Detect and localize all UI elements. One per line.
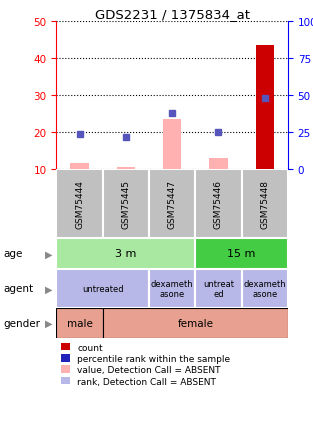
Bar	[56, 308, 103, 339]
Bar	[209, 158, 228, 169]
Bar	[163, 119, 182, 169]
Bar	[103, 169, 149, 239]
Text: dexameth
asone: dexameth asone	[151, 279, 193, 298]
Text: female: female	[177, 319, 213, 328]
Bar	[195, 169, 242, 239]
Bar	[70, 164, 89, 169]
Bar	[242, 269, 288, 308]
Text: agent: agent	[3, 284, 33, 293]
Text: ▶: ▶	[45, 319, 52, 328]
Text: age: age	[3, 249, 23, 259]
Text: untreated: untreated	[82, 284, 123, 293]
Legend: count, percentile rank within the sample, value, Detection Call = ABSENT, rank, : count, percentile rank within the sample…	[61, 343, 230, 386]
Text: GSM75447: GSM75447	[168, 180, 177, 228]
Title: GDS2231 / 1375834_at: GDS2231 / 1375834_at	[95, 7, 250, 20]
Bar	[56, 239, 195, 269]
Bar	[103, 308, 288, 339]
Bar	[195, 239, 288, 269]
Bar	[195, 269, 242, 308]
Bar	[116, 168, 135, 169]
Text: GSM75446: GSM75446	[214, 180, 223, 228]
Text: untreat
ed: untreat ed	[203, 279, 234, 298]
Text: GSM75448: GSM75448	[260, 180, 269, 228]
Bar	[56, 269, 149, 308]
Bar	[149, 269, 195, 308]
Text: ▶: ▶	[45, 284, 52, 293]
Text: 3 m: 3 m	[115, 249, 136, 259]
Bar	[56, 169, 103, 239]
Text: GSM75444: GSM75444	[75, 180, 84, 228]
Text: GSM75445: GSM75445	[121, 180, 130, 228]
Bar	[255, 46, 274, 169]
Text: 15 m: 15 m	[228, 249, 256, 259]
Bar	[149, 169, 195, 239]
Text: male: male	[67, 319, 92, 328]
Text: ▶: ▶	[45, 249, 52, 259]
Text: dexameth
asone: dexameth asone	[244, 279, 286, 298]
Bar	[242, 169, 288, 239]
Text: gender: gender	[3, 319, 40, 328]
